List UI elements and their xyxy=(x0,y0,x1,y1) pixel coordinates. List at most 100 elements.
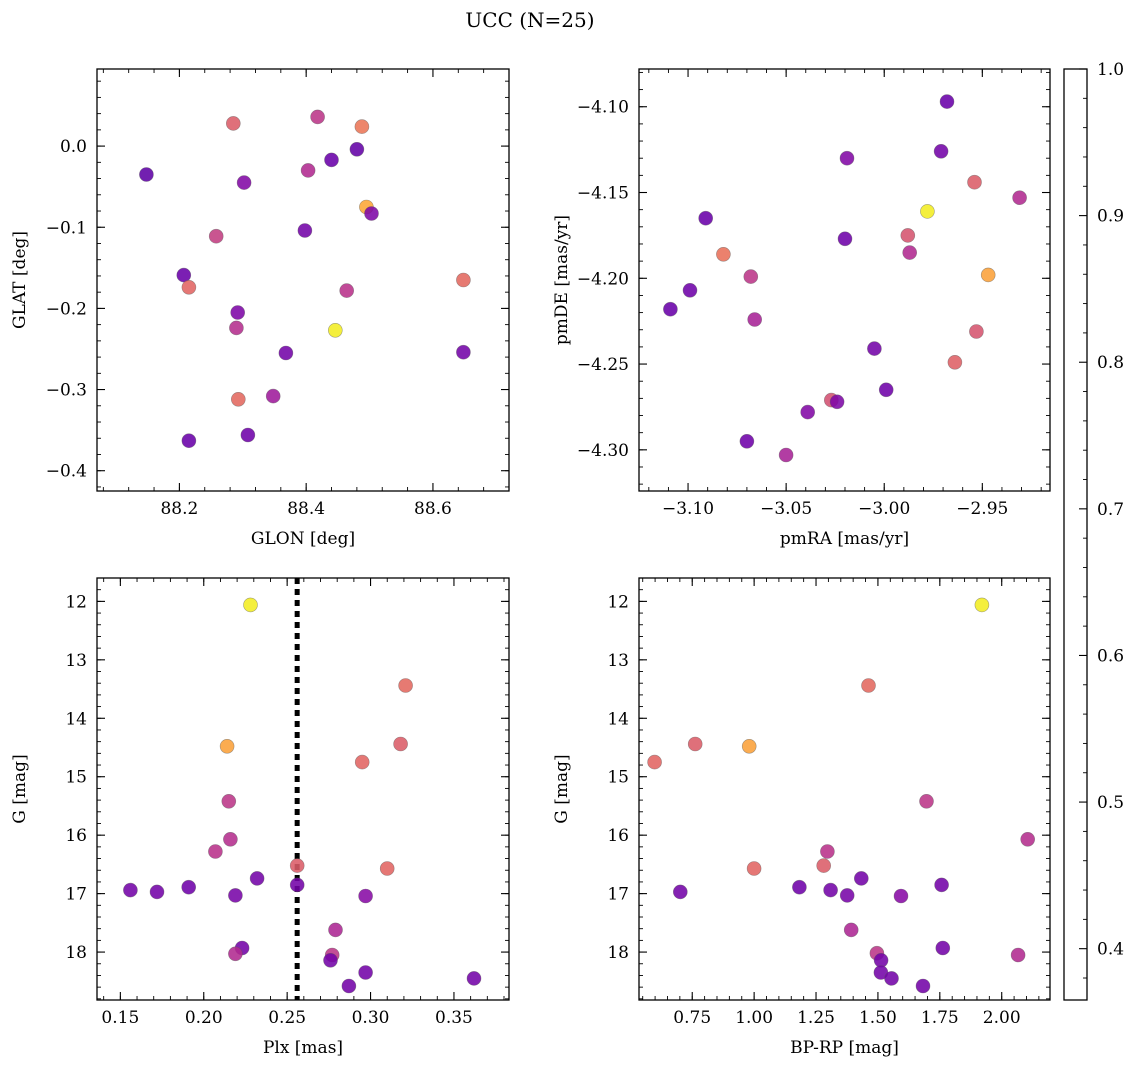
data-point xyxy=(843,922,859,938)
data-point xyxy=(823,882,838,898)
data-point xyxy=(746,861,762,876)
data-point xyxy=(393,736,408,752)
y-tick-label: 16 xyxy=(65,826,87,846)
x-axis-label: pmRA [mas/yr] xyxy=(780,529,909,549)
data-point xyxy=(278,345,294,361)
data-point xyxy=(800,404,816,420)
data-point xyxy=(902,245,918,260)
x-tick-label: 88.4 xyxy=(287,499,325,519)
data-point xyxy=(265,388,281,404)
y-tick-label: 12 xyxy=(607,592,629,612)
scatter-points xyxy=(663,94,1027,463)
x-axis-label: Plx [mas] xyxy=(263,1038,343,1058)
data-point xyxy=(820,844,835,859)
colorbar-tick-label: 1.0 xyxy=(1097,60,1124,80)
data-point xyxy=(456,344,471,360)
data-point xyxy=(323,952,338,968)
x-tick-label: 2.00 xyxy=(983,1008,1021,1028)
x-tick-label: 0.35 xyxy=(435,1008,473,1028)
y-tick-label: −4.10 xyxy=(577,98,629,118)
x-axis-label: GLON [deg] xyxy=(251,529,355,549)
data-point xyxy=(123,882,138,898)
data-point xyxy=(672,884,688,900)
data-point xyxy=(354,119,370,134)
data-point xyxy=(920,204,935,219)
data-point xyxy=(893,888,909,904)
data-point xyxy=(240,427,256,443)
y-tick-label: 0.0 xyxy=(60,137,87,157)
y-tick-label: 16 xyxy=(607,826,629,846)
scatter-points xyxy=(123,597,482,994)
data-point xyxy=(226,116,241,131)
data-point xyxy=(466,971,482,986)
data-point xyxy=(228,946,243,962)
x-tick-label: −2.95 xyxy=(956,499,1008,519)
data-point xyxy=(853,871,869,886)
data-point xyxy=(974,597,990,613)
data-point xyxy=(181,433,197,449)
axes-frame xyxy=(638,68,1051,492)
data-point xyxy=(398,678,413,693)
y-tick-label: 15 xyxy=(607,768,629,788)
axes-frame xyxy=(638,577,1051,1001)
colorbar-gradient xyxy=(1063,68,1088,1001)
y-tick-label: −4.20 xyxy=(577,269,629,289)
data-point xyxy=(208,844,223,859)
panel-4: 0.75 1.00 1.25 1.50 1.75 2.00 12 13 14 15 16 17 18 BP… xyxy=(552,577,1051,1058)
x-tick-label: 1.50 xyxy=(859,1008,897,1028)
data-point xyxy=(698,210,714,226)
data-point xyxy=(741,738,757,754)
data-point xyxy=(231,391,246,407)
x-tick-label: 0.20 xyxy=(185,1008,223,1028)
data-point xyxy=(1020,831,1035,847)
axes-frame xyxy=(96,577,510,1001)
x-tick-label: 0.75 xyxy=(673,1008,711,1028)
data-point xyxy=(328,922,343,938)
data-point xyxy=(310,109,325,125)
data-point xyxy=(341,978,357,994)
figure-title: UCC (N=25) xyxy=(465,8,594,32)
data-point xyxy=(915,978,931,994)
data-point xyxy=(947,354,963,370)
data-point xyxy=(181,879,196,895)
data-point xyxy=(867,341,882,356)
data-point xyxy=(743,269,759,284)
y-tick-label: 13 xyxy=(65,651,87,671)
x-tick-label: 88.6 xyxy=(414,499,452,519)
data-point xyxy=(647,754,662,770)
y-tick-label: −0.3 xyxy=(46,381,87,401)
axes-frame xyxy=(96,68,510,492)
data-point xyxy=(716,247,731,262)
colorbar-tick-label: 0.7 xyxy=(1097,500,1124,520)
data-point xyxy=(358,965,373,980)
x-tick-label: 0.15 xyxy=(101,1008,139,1028)
data-point xyxy=(1010,947,1026,963)
y-tick-label: 14 xyxy=(65,709,87,729)
data-point xyxy=(176,267,192,283)
y-tick-label: −4.25 xyxy=(577,355,629,375)
data-point xyxy=(243,597,258,613)
data-point xyxy=(236,175,252,190)
data-point xyxy=(358,888,373,904)
data-point xyxy=(934,877,949,893)
data-point xyxy=(980,267,996,283)
data-point xyxy=(919,793,934,809)
panels: 88.2 88.4 88.6 −0.4 −0.3 −0.2 −0.1 0.0 GLON [deg… xyxy=(10,68,1051,1058)
x-tick-label: 0.25 xyxy=(268,1008,306,1028)
data-point xyxy=(884,971,899,986)
data-point xyxy=(687,736,703,752)
data-point xyxy=(778,447,794,463)
y-tick-label: 15 xyxy=(65,768,87,788)
y-tick-label: 18 xyxy=(65,943,87,963)
y-tick-label: 17 xyxy=(65,885,87,905)
colorbar-tick-label: 0.6 xyxy=(1097,646,1124,666)
y-tick-label: 14 xyxy=(607,709,629,729)
data-point xyxy=(289,858,305,873)
data-point xyxy=(219,738,235,754)
y-tick-label: −4.15 xyxy=(577,184,629,204)
data-point xyxy=(149,884,165,900)
data-point xyxy=(249,871,265,886)
data-point xyxy=(939,94,955,109)
y-tick-label: 18 xyxy=(607,943,629,963)
